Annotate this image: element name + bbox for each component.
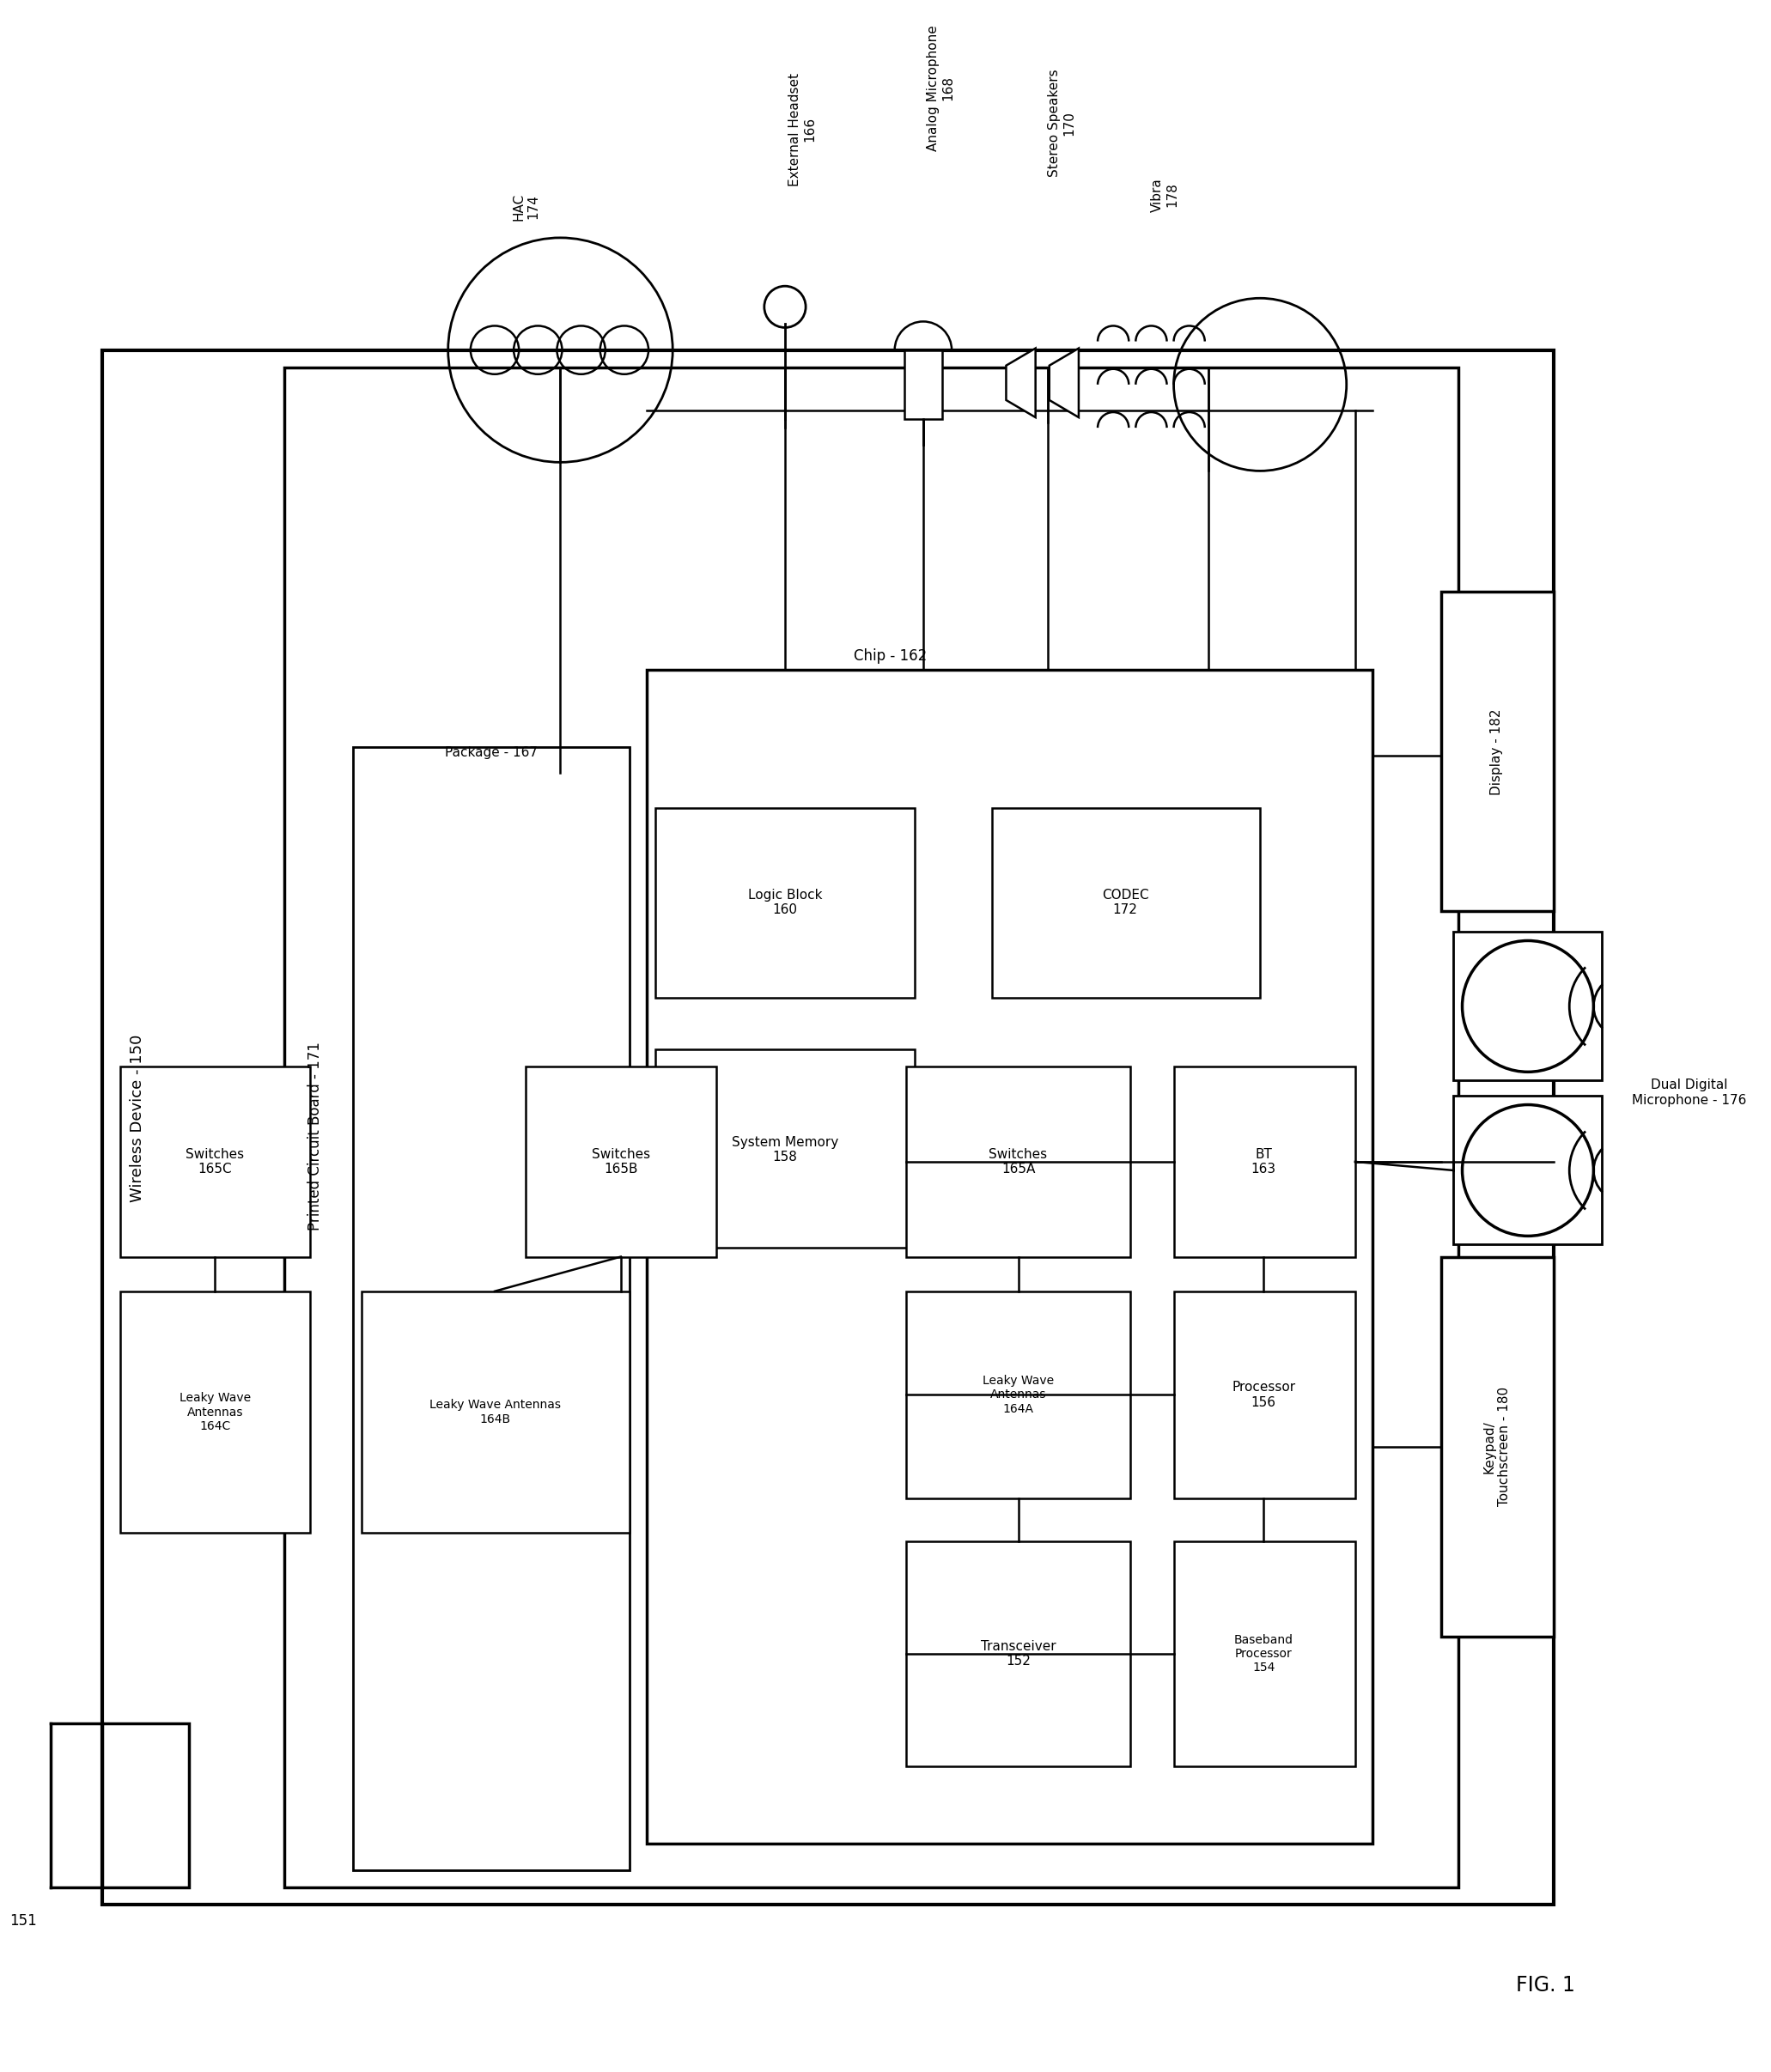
Text: Printed Circuit Board - 171: Printed Circuit Board - 171 xyxy=(308,1042,322,1231)
Bar xyxy=(907,1542,1130,1765)
Bar xyxy=(655,808,914,997)
Text: System Memory
158: System Memory 158 xyxy=(731,1135,838,1164)
Text: Switches
165A: Switches 165A xyxy=(988,1148,1047,1175)
Bar xyxy=(526,1067,715,1258)
Text: Display - 182: Display - 182 xyxy=(1491,709,1504,796)
Text: Vibra
178: Vibra 178 xyxy=(1151,178,1179,211)
Text: Processor
156: Processor 156 xyxy=(1231,1380,1295,1409)
Text: 151: 151 xyxy=(9,1912,37,1929)
Polygon shape xyxy=(1006,348,1036,416)
Bar xyxy=(907,1067,1130,1258)
Text: Transceiver
152: Transceiver 152 xyxy=(981,1641,1056,1668)
Bar xyxy=(905,350,942,419)
Text: Keypad/
Touchscreen - 180: Keypad/ Touchscreen - 180 xyxy=(1482,1386,1511,1506)
Text: FIG. 1: FIG. 1 xyxy=(1516,1975,1574,1995)
Bar xyxy=(992,808,1261,997)
Bar xyxy=(103,1724,189,1888)
Bar xyxy=(120,1067,310,1258)
Text: Chip - 162: Chip - 162 xyxy=(854,649,928,663)
Bar xyxy=(1454,932,1603,1082)
Bar xyxy=(1174,1291,1355,1498)
Text: Package - 167: Package - 167 xyxy=(445,746,538,758)
Text: HAC
174: HAC 174 xyxy=(512,193,540,220)
Text: Switches
165C: Switches 165C xyxy=(186,1148,244,1175)
Text: External Headset
166: External Headset 166 xyxy=(788,73,816,186)
Bar xyxy=(120,1291,310,1533)
Text: CODEC
172: CODEC 172 xyxy=(1102,889,1149,916)
Bar xyxy=(352,748,629,1869)
Text: Leaky Wave Antennas
164B: Leaky Wave Antennas 164B xyxy=(429,1399,560,1426)
Bar xyxy=(907,1291,1130,1498)
Text: Analog Microphone
168: Analog Microphone 168 xyxy=(926,25,955,151)
Polygon shape xyxy=(1050,348,1079,416)
Text: Wireless Device - 150: Wireless Device - 150 xyxy=(129,1034,145,1202)
Bar xyxy=(1454,1096,1603,1245)
Text: Logic Block
160: Logic Block 160 xyxy=(747,889,822,916)
Bar xyxy=(361,1291,629,1533)
Bar xyxy=(1174,1542,1355,1765)
Text: Leaky Wave
Antennas
164C: Leaky Wave Antennas 164C xyxy=(179,1392,250,1432)
Text: Baseband
Processor
154: Baseband Processor 154 xyxy=(1234,1635,1293,1674)
Text: BT
163: BT 163 xyxy=(1250,1148,1277,1175)
Bar xyxy=(283,367,1459,1888)
Text: Dual Digital
Microphone - 176: Dual Digital Microphone - 176 xyxy=(1631,1080,1746,1106)
Text: Leaky Wave
Antennas
164A: Leaky Wave Antennas 164A xyxy=(983,1376,1054,1415)
Bar xyxy=(1174,1067,1355,1258)
Bar xyxy=(1442,1258,1553,1637)
Bar xyxy=(655,1048,914,1247)
Bar xyxy=(103,350,1553,1904)
Bar xyxy=(1442,593,1553,912)
Text: Stereo Speakers
170: Stereo Speakers 170 xyxy=(1047,70,1075,178)
Text: Switches
165B: Switches 165B xyxy=(592,1148,650,1175)
Bar xyxy=(646,669,1373,1844)
